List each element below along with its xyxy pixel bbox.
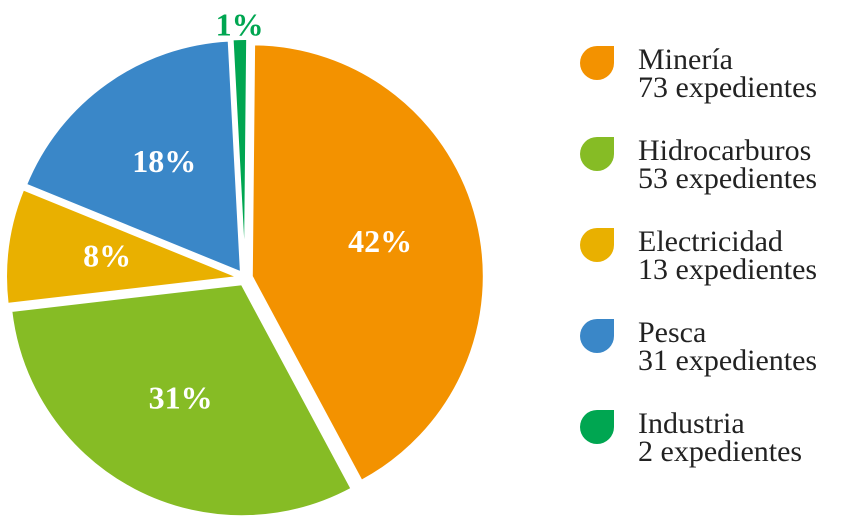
slice-label: 8% bbox=[83, 238, 131, 274]
pie-slice bbox=[10, 283, 353, 516]
legend-label: Electricidad bbox=[638, 225, 783, 258]
legend-swatch bbox=[580, 228, 614, 262]
legend-swatch bbox=[580, 137, 614, 171]
legend-swatch bbox=[580, 46, 614, 80]
legend-swatch bbox=[580, 410, 614, 444]
legend-label: Minería bbox=[638, 43, 733, 76]
slice-label: 31% bbox=[149, 380, 213, 416]
legend-label: Industria bbox=[638, 407, 745, 440]
slice-label: 42% bbox=[348, 223, 412, 259]
legend-swatch bbox=[580, 319, 614, 353]
pie-slice bbox=[24, 39, 243, 274]
legend-detail: 2 expedientes bbox=[638, 435, 802, 468]
legend-detail: 73 expedientes bbox=[638, 71, 817, 104]
legend-detail: 53 expedientes bbox=[638, 162, 817, 195]
slice-label: 18% bbox=[132, 143, 196, 179]
pie-slice bbox=[231, 38, 249, 272]
pie-slice bbox=[250, 43, 485, 483]
pie-slice bbox=[5, 188, 239, 305]
legend-label: Pesca bbox=[638, 316, 706, 349]
legend-detail: 31 expedientes bbox=[638, 344, 817, 377]
legend-label: Hidrocarburos bbox=[638, 134, 811, 167]
slice-label: 1% bbox=[216, 6, 264, 42]
legend-detail: 13 expedientes bbox=[638, 253, 817, 286]
